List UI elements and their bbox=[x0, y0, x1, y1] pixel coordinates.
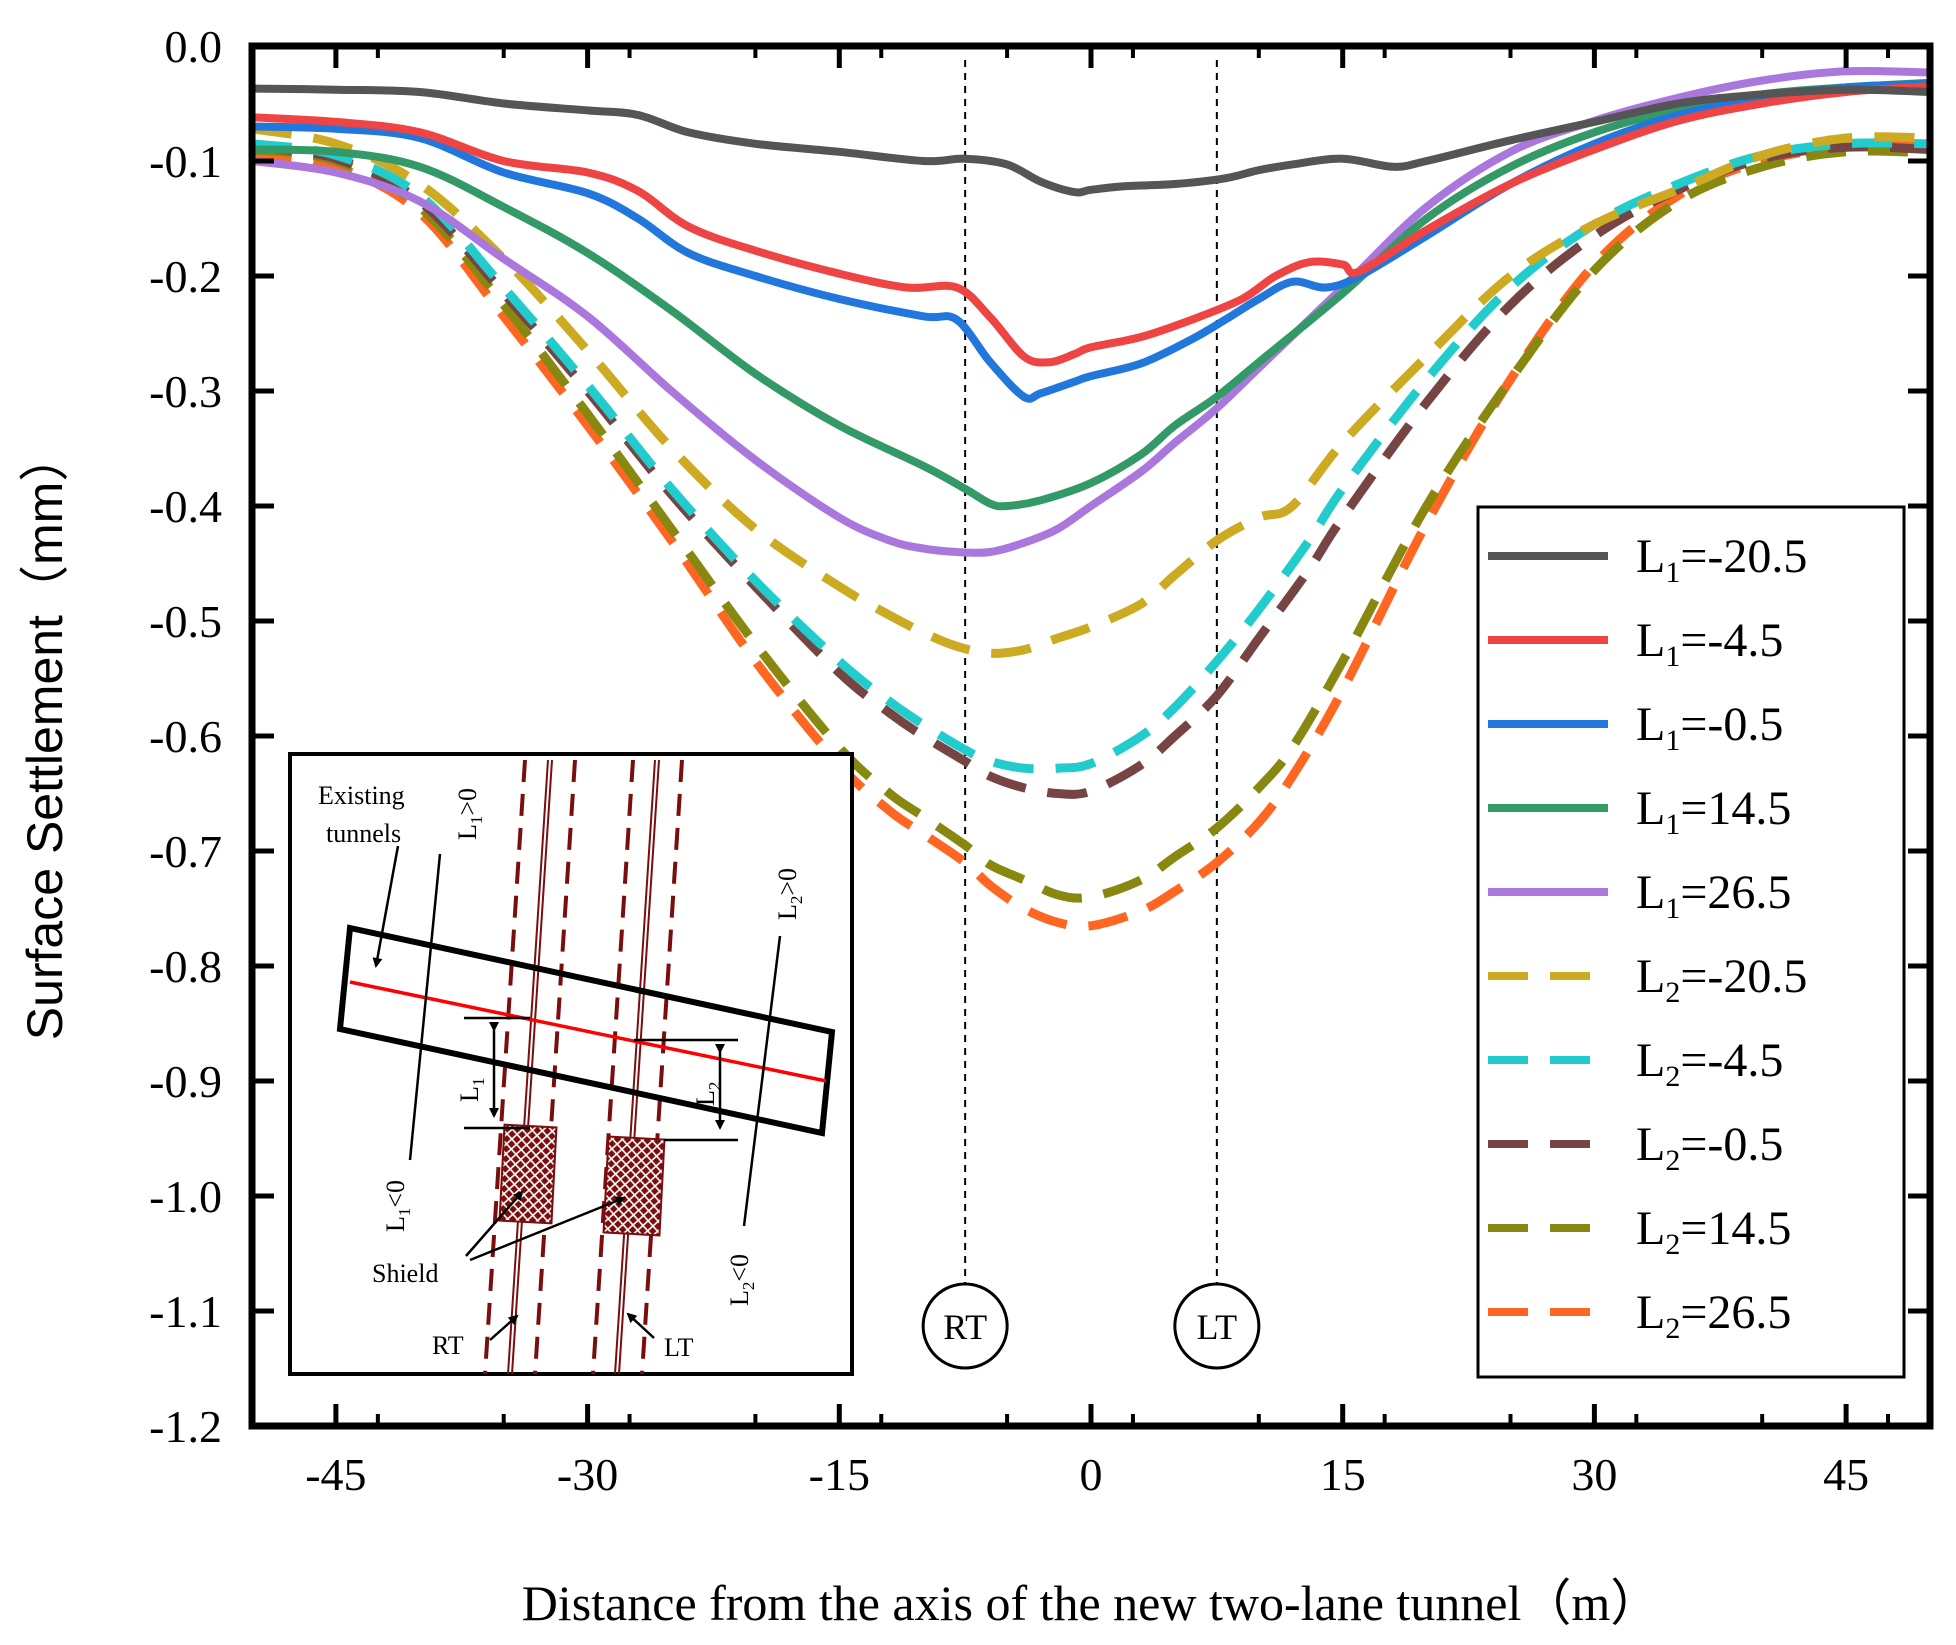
l2-negative-label: L2<0 bbox=[725, 1254, 758, 1306]
l2-dim-main: L bbox=[691, 1090, 720, 1106]
axis-tick-labels: -45 -30 -15 0 15 30 45 0.0 -0.1 -0.2 -0.3 -0.4 -0.5 -… bbox=[149, 21, 1869, 1500]
rt-outer-right bbox=[533, 759, 577, 1375]
l2-positive-main: L bbox=[773, 904, 802, 920]
x-tick-label: 0 bbox=[1080, 1449, 1103, 1500]
series-line-L2=-4.5 bbox=[251, 138, 1931, 774]
existing-label-2: tunnels bbox=[326, 819, 401, 848]
l1-positive-main: L bbox=[453, 824, 482, 840]
lt-outer-right bbox=[640, 759, 684, 1375]
l1-dim-main: L bbox=[455, 1086, 484, 1102]
series-layer bbox=[251, 66, 1931, 931]
l1-negative-sub: 1 bbox=[395, 1208, 414, 1217]
legend-label-L2=-4.5: L2=-4.5 bbox=[1636, 1034, 1783, 1093]
l1-positive-label: L1>0 bbox=[453, 788, 486, 840]
rt-arrow bbox=[489, 1314, 519, 1341]
existing-label-1: Existing bbox=[318, 781, 405, 810]
x-tick-label: -30 bbox=[557, 1449, 618, 1500]
legend-label-L1=-4.5: L1=-4.5 bbox=[1636, 614, 1783, 673]
axis-ticks bbox=[250, 43, 1930, 1429]
l1-dim-sub: 1 bbox=[469, 1078, 488, 1087]
legend: L1=-20.5 L1=-4.5 L1=-0.5 L1=14.5 L1=26.5 L2=-… bbox=[1476, 505, 1906, 1379]
y-tick-label: -0.8 bbox=[149, 941, 222, 992]
inset-diagram: Existing tunnels Shield RT LT L1>0 L2>0 … bbox=[288, 752, 854, 1376]
existing-tunnel-axis bbox=[349, 980, 827, 1083]
series-line-L2=-20.5 bbox=[251, 124, 1931, 658]
y-axis-title: Surface Settlement（mm） bbox=[17, 432, 73, 1041]
series-line-L1=14.5 bbox=[251, 78, 1931, 511]
l1-dim-label: L1 bbox=[455, 1078, 488, 1102]
x-tick-label: -15 bbox=[809, 1449, 870, 1500]
l2-dim-label: L2 bbox=[691, 1082, 724, 1106]
legend-label-L2=14.5: L2=14.5 bbox=[1636, 1202, 1791, 1261]
legend-label-L1=-20.5: L1=-20.5 bbox=[1636, 530, 1807, 589]
rt-inset-label: RT bbox=[432, 1331, 464, 1360]
l1-negative-label: L1<0 bbox=[381, 1180, 414, 1232]
series-line-L2=-0.5 bbox=[251, 142, 1931, 799]
y-tick-label: -1.1 bbox=[149, 1286, 222, 1337]
l2-negative-sub: 2 bbox=[739, 1282, 758, 1291]
l2-positive-label: L2>0 bbox=[773, 868, 806, 920]
y-tick-label: -0.3 bbox=[149, 366, 222, 417]
y-tick-label: -0.9 bbox=[149, 1056, 222, 1107]
l1-negative-rest: <0 bbox=[381, 1180, 410, 1208]
l1-negative-main: L bbox=[381, 1216, 410, 1232]
y-tick-label: -0.5 bbox=[149, 596, 222, 647]
legend-frame bbox=[1476, 505, 1906, 1379]
rt-axis-2 bbox=[511, 759, 553, 1375]
l2-sign-line bbox=[742, 935, 782, 1227]
shield-lt bbox=[602, 1135, 666, 1237]
x-tick-label: 30 bbox=[1571, 1449, 1617, 1500]
existing-tunnel-box bbox=[336, 924, 836, 1137]
lt-arrow bbox=[626, 1312, 655, 1339]
shield-arrow-lt bbox=[469, 1196, 626, 1262]
l2-positive-rest: >0 bbox=[773, 868, 802, 896]
legend-label-L2=-0.5: L2=-0.5 bbox=[1636, 1118, 1783, 1177]
y-tick-label: -0.2 bbox=[149, 251, 222, 302]
y-tick-label: -1.0 bbox=[149, 1171, 222, 1222]
shield-label: Shield bbox=[372, 1259, 438, 1288]
l1-positive-rest: >0 bbox=[453, 788, 482, 816]
reference-marker-lt bbox=[1173, 1282, 1261, 1370]
x-tick-label: 15 bbox=[1320, 1449, 1366, 1500]
reference-markers: RT LT bbox=[921, 1282, 1261, 1370]
lt-inset-label: LT bbox=[664, 1333, 693, 1362]
l2-negative-rest: <0 bbox=[725, 1254, 754, 1282]
reference-marker-rt bbox=[921, 1282, 1009, 1370]
lt-axis-2 bbox=[618, 759, 660, 1375]
y-tick-label: -0.1 bbox=[149, 136, 222, 187]
series-line-L2=14.5 bbox=[251, 145, 1931, 903]
l1-positive-sub: 1 bbox=[467, 816, 486, 825]
l2-positive-sub: 2 bbox=[787, 896, 806, 905]
series-line-L1=-20.5 bbox=[251, 84, 1931, 197]
x-tick-label: 45 bbox=[1823, 1449, 1869, 1500]
l2-dim-sub: 2 bbox=[705, 1082, 724, 1091]
x-tick-label: -45 bbox=[305, 1449, 366, 1500]
x-axis-title: Distance from the axis of the new two-la… bbox=[522, 1575, 1661, 1631]
y-tick-label: -0.4 bbox=[149, 481, 222, 532]
legend-label-L2=-20.5: L2=-20.5 bbox=[1636, 950, 1807, 1009]
legend-label-L1=26.5: L1=26.5 bbox=[1636, 866, 1791, 925]
y-tick-label: 0.0 bbox=[165, 21, 223, 72]
y-tick-label: -1.2 bbox=[149, 1401, 222, 1452]
legend-label-L1=-0.5: L1=-0.5 bbox=[1636, 698, 1783, 757]
l1-sign-line bbox=[408, 853, 442, 1161]
shield-arrow-rt bbox=[465, 1190, 524, 1257]
existing-arrow bbox=[372, 845, 400, 968]
legend-label-L2=26.5: L2=26.5 bbox=[1636, 1286, 1791, 1345]
l2-negative-main: L bbox=[725, 1290, 754, 1306]
legend-label-L1=14.5: L1=14.5 bbox=[1636, 782, 1791, 841]
series-line-L1=-0.5 bbox=[251, 80, 1931, 403]
lt-axis bbox=[614, 759, 656, 1375]
y-tick-label: -0.7 bbox=[149, 826, 222, 877]
reference-lines bbox=[964, 60, 1218, 1284]
reference-marker-label: RT bbox=[943, 1307, 987, 1347]
series-line-L1=-4.5 bbox=[251, 82, 1931, 367]
lt-outer-left bbox=[591, 759, 635, 1375]
reference-marker-label: LT bbox=[1197, 1307, 1238, 1347]
inset-frame bbox=[288, 752, 854, 1376]
y-tick-label: -0.6 bbox=[149, 711, 222, 762]
